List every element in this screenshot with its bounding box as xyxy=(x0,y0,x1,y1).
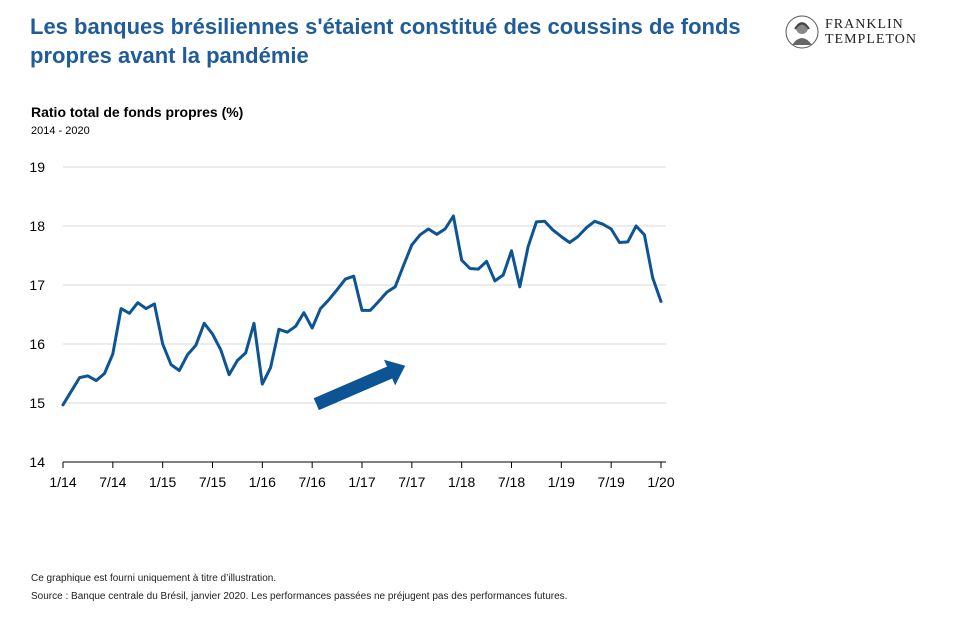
y-tick-label: 19 xyxy=(29,159,45,175)
series-layer xyxy=(61,214,663,407)
x-tick-label: 1/20 xyxy=(647,474,674,490)
x-tick-label: 1/15 xyxy=(149,474,176,490)
x-tick-label: 7/19 xyxy=(598,474,625,490)
logo-line-2: TEMPLETON xyxy=(825,32,917,47)
x-axis-ticks: 1/14 7/14 1/15 7/15 1/16 7/16 1/17 7/17 1/18 7/18… xyxy=(49,461,675,490)
x-tick-label: 7/15 xyxy=(199,474,226,490)
upward-arrow-icon xyxy=(313,359,406,411)
x-tick-label: 1/17 xyxy=(348,474,375,490)
x-tick-label: 1/14 xyxy=(49,474,76,490)
x-tick-label: 7/14 xyxy=(99,474,126,490)
x-tick-label: 1/16 xyxy=(249,474,276,490)
y-axis-ticks: 14 15 16 17 18 19 xyxy=(29,159,45,470)
chart-grid xyxy=(63,166,666,404)
franklin-portrait-icon xyxy=(785,15,819,49)
y-tick-label: 14 xyxy=(29,454,45,470)
y-tick-label: 18 xyxy=(29,218,45,234)
y-tick-label: 15 xyxy=(29,395,45,411)
disclaimer-note: Ce graphique est fourni uniquement à tit… xyxy=(31,573,277,584)
y-tick-label: 17 xyxy=(29,277,45,293)
x-tick-label: 7/18 xyxy=(498,474,525,490)
annotation-layer xyxy=(313,359,406,411)
franklin-templeton-logo: FRANKLIN TEMPLETON xyxy=(785,15,945,49)
chart-subtitle: 2014 - 2020 xyxy=(31,125,90,137)
logo-line-1: FRANKLIN xyxy=(825,17,904,32)
x-tick-label: 1/18 xyxy=(448,474,475,490)
chart-title: Ratio total de fonds propres (%) xyxy=(31,104,244,120)
series-line xyxy=(61,214,663,407)
source-note: Source : Banque centrale du Brésil, janv… xyxy=(31,591,568,602)
y-tick-label: 16 xyxy=(29,336,45,352)
page-title: Les banques brésiliennes s'étaient const… xyxy=(30,14,741,68)
x-tick-label: 1/19 xyxy=(548,474,575,490)
x-tick-label: 7/16 xyxy=(299,474,326,490)
x-tick-label: 7/17 xyxy=(398,474,425,490)
